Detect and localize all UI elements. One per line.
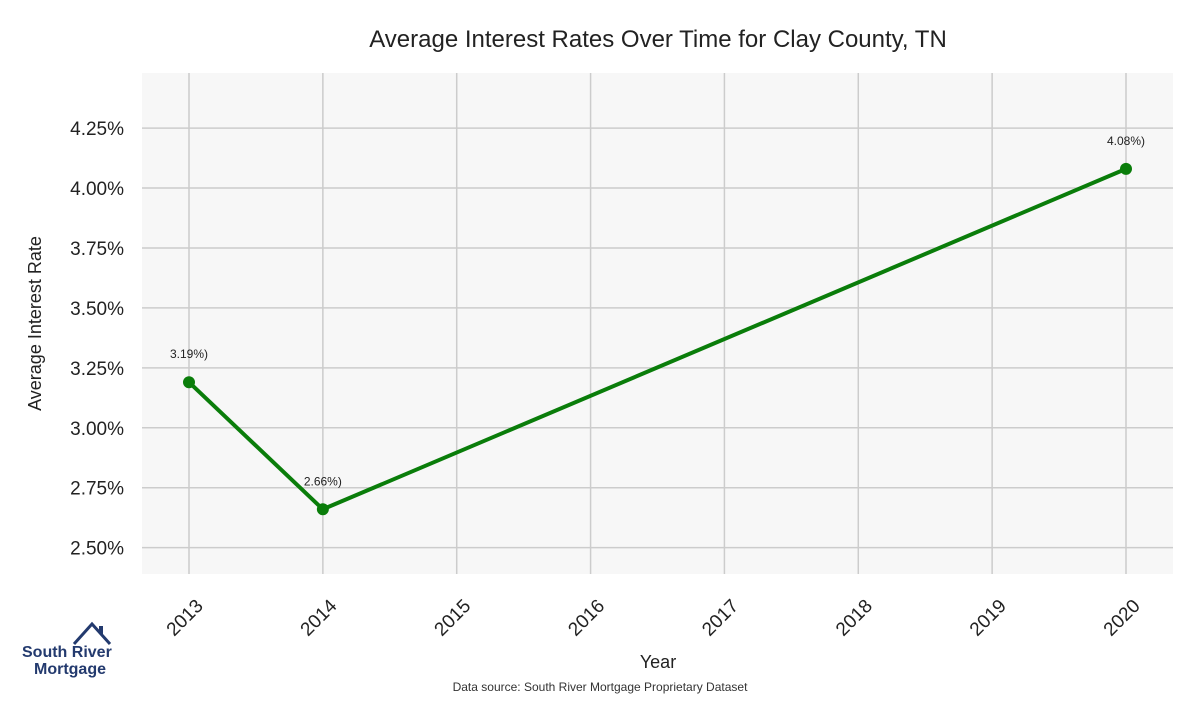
plot-area (142, 73, 1173, 574)
series-layer: 3.19%) 2.66%) 4.08%) (170, 134, 1145, 516)
y-tick-label: 2.75% (70, 479, 124, 500)
data-label: 2.66%) (304, 474, 342, 488)
y-tick-label: 4.25% (70, 119, 124, 140)
y-tick-label: 3.75% (70, 239, 124, 260)
chart-title: Average Interest Rates Over Time for Cla… (369, 26, 947, 53)
grid-lines (142, 73, 1173, 574)
data-source-note: Data source: South River Mortgage Propri… (452, 680, 748, 694)
data-label: 4.08%) (1107, 134, 1145, 148)
data-label: 3.19%) (170, 347, 208, 361)
company-logo: South River Mortgage (20, 620, 120, 682)
y-axis-ticks: 2.50% 2.75% 3.00% 3.25% 3.50% 3.75% 4.00% 4.25% (70, 119, 124, 559)
logo-text-line2: Mortgage (34, 661, 106, 678)
y-tick-label: 4.00% (70, 179, 124, 200)
x-tick-label: 2015 (431, 596, 476, 641)
data-point (316, 503, 329, 516)
y-tick-label: 3.00% (70, 419, 124, 440)
data-point (183, 376, 195, 389)
y-axis-label: Average Interest Rate (25, 236, 45, 411)
x-tick-label: 2016 (564, 596, 609, 641)
x-tick-label: 2018 (832, 596, 877, 641)
y-tick-label: 2.50% (70, 539, 124, 560)
y-tick-label: 3.50% (70, 299, 124, 320)
y-tick-label: 3.25% (70, 359, 124, 380)
x-tick-label: 2013 (163, 596, 208, 641)
house-roof-icon (72, 621, 112, 646)
x-tick-label: 2020 (1100, 596, 1145, 641)
x-tick-label: 2014 (297, 595, 342, 640)
x-axis-label: Year (640, 652, 676, 672)
x-tick-label: 2019 (966, 596, 1011, 641)
data-point (1120, 162, 1132, 175)
x-tick-label: 2017 (698, 596, 743, 641)
logo-text-line1: South River (22, 644, 112, 661)
x-axis-ticks: 2013 2014 2015 2016 2017 2018 2019 2020 (163, 595, 1145, 640)
